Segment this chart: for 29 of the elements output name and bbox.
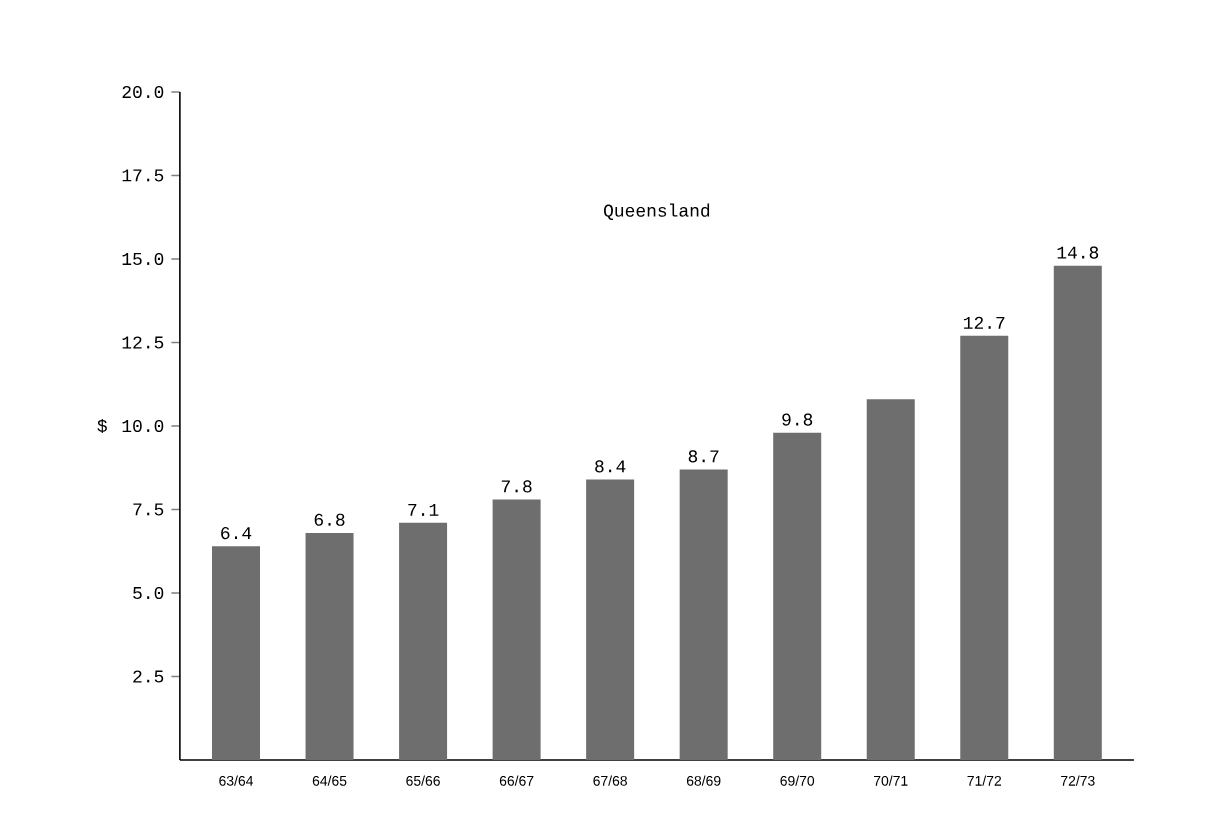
y-tick-label: 5.0 xyxy=(133,586,164,600)
data-label: 6.8 xyxy=(314,513,345,526)
bar xyxy=(305,532,354,760)
data-label: 7.8 xyxy=(501,480,532,493)
bar xyxy=(399,522,448,760)
data-label: 8.4 xyxy=(595,460,626,473)
data-label: 7.1 xyxy=(408,504,439,516)
text: Queensland xyxy=(604,203,710,220)
bar xyxy=(1053,265,1102,760)
bar xyxy=(773,432,822,760)
bar xyxy=(960,335,1009,760)
y-tick-label: 10.0 xyxy=(122,419,164,433)
data-label: 9.8 xyxy=(782,413,813,426)
y-tick-label: 15.0 xyxy=(122,252,164,266)
bar xyxy=(586,479,635,760)
y-axis-title: $ xyxy=(97,418,107,434)
bar xyxy=(492,499,541,760)
bar xyxy=(679,469,728,760)
y-tick-label: 2.5 xyxy=(133,670,164,683)
data-label: 12.7 xyxy=(964,316,1005,329)
bar xyxy=(212,546,261,760)
data-label: 6.4 xyxy=(221,527,252,540)
y-tick-label: 12.5 xyxy=(122,336,164,349)
data-label: 8.7 xyxy=(688,450,719,463)
bar xyxy=(866,399,915,760)
y-tick-label: 7.5 xyxy=(133,503,164,516)
y-tick-label: 20.0 xyxy=(122,85,164,99)
y-tick-label: 17.5 xyxy=(122,169,164,182)
data-label: 14.8 xyxy=(1057,246,1099,259)
